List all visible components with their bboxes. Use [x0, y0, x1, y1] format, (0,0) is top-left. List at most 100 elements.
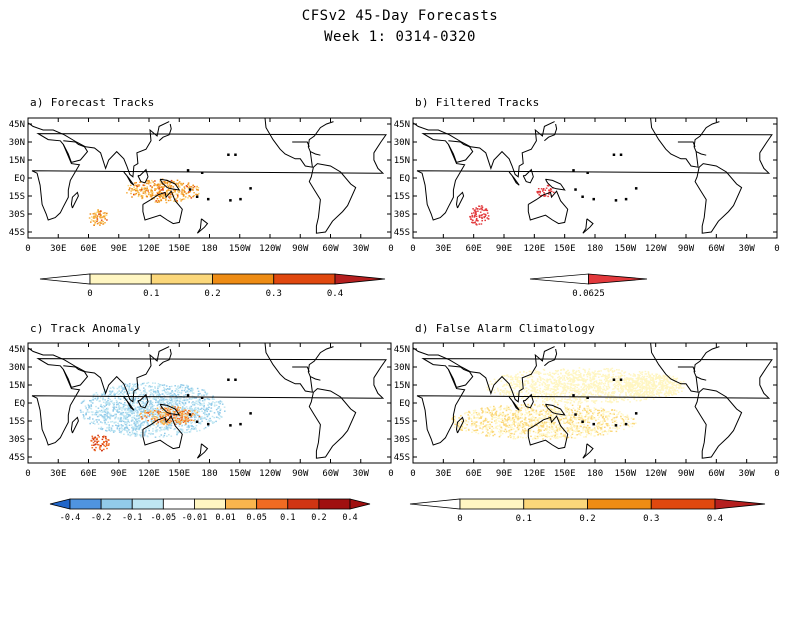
data-cell [458, 426, 460, 428]
data-cell [196, 185, 198, 188]
data-cell [546, 184, 549, 187]
data-cell [470, 418, 472, 420]
data-cell [503, 392, 506, 394]
data-cell [539, 417, 541, 419]
data-cell [478, 417, 480, 420]
data-cell [105, 403, 108, 405]
data-cell [562, 375, 564, 377]
data-cell [560, 385, 562, 388]
data-cell [583, 388, 585, 391]
data-cell [528, 412, 531, 414]
data-cell [96, 216, 98, 218]
data-cell [623, 372, 625, 374]
island [227, 153, 230, 156]
data-cell [173, 200, 175, 202]
data-cell [454, 417, 456, 419]
data-cell [543, 421, 546, 423]
data-cell [180, 417, 182, 419]
data-cell [139, 413, 141, 416]
map-panel-1: 0 30E 60E 90E 120E 150E 180 150W 120W 90W 60W 30W 04… [394, 117, 780, 254]
data-cell [103, 435, 105, 437]
data-cell [538, 404, 541, 406]
data-cell [599, 420, 602, 423]
data-cell [180, 429, 182, 431]
data-cell [187, 417, 189, 420]
data-cell [583, 421, 586, 423]
data-cell [475, 424, 477, 426]
data-cell [565, 418, 567, 420]
island [200, 396, 204, 399]
data-cell [597, 414, 600, 416]
data-cell [211, 396, 214, 399]
data-cell [474, 212, 477, 214]
data-cell [162, 421, 165, 423]
data-cell [552, 409, 554, 411]
data-cell [510, 381, 512, 384]
data-cell [156, 429, 159, 431]
data-cell [567, 380, 570, 383]
data-cell [556, 430, 559, 433]
data-cell [136, 409, 138, 412]
data-cell [472, 409, 475, 412]
data-cell [207, 419, 210, 421]
data-cell [666, 388, 668, 390]
data-cell [141, 413, 143, 416]
data-cell [489, 433, 491, 435]
data-cell [128, 424, 131, 426]
data-cell [183, 413, 185, 415]
region-south-tropical-band [451, 403, 637, 440]
x-tick-label: 120W [259, 469, 281, 479]
data-cell [169, 197, 171, 199]
data-cell [103, 448, 105, 451]
data-cell [616, 416, 618, 418]
data-cell [612, 384, 615, 386]
colorbar-cell [588, 273, 648, 285]
data-cell [556, 388, 559, 390]
data-cell [594, 370, 596, 372]
data-cell [171, 390, 173, 392]
data-cell [575, 399, 577, 401]
data-cell [505, 426, 508, 428]
data-cell [111, 400, 113, 402]
data-cell [592, 428, 594, 430]
data-cell [481, 209, 483, 211]
data-cell [200, 394, 203, 396]
data-cell [526, 394, 528, 397]
data-cell [564, 408, 566, 410]
data-cell [202, 412, 205, 414]
data-cell [160, 399, 163, 401]
data-cell [169, 396, 172, 399]
colorbar-cell [100, 498, 133, 510]
data-cell [563, 422, 565, 424]
data-cell [520, 422, 522, 425]
data-cell [217, 411, 219, 413]
data-cell [504, 407, 506, 410]
data-cell [592, 393, 595, 396]
data-cell [165, 417, 167, 420]
data-cell [509, 412, 512, 414]
data-cell [584, 429, 586, 431]
data-cell [600, 391, 603, 393]
data-cell [168, 427, 170, 429]
panel-b-title: b) Filtered Tracks [415, 96, 540, 109]
data-cell [489, 427, 491, 429]
data-cell [159, 426, 161, 429]
data-cell [560, 436, 562, 438]
data-cell [104, 411, 107, 413]
data-cell [486, 411, 489, 414]
data-cell [575, 371, 577, 373]
data-cell [188, 426, 190, 428]
data-cell [139, 426, 142, 428]
data-cell [581, 418, 584, 420]
data-cell [126, 192, 128, 194]
colorbar-label: -0.4 [60, 513, 80, 523]
data-cell [538, 435, 540, 437]
data-cell [535, 410, 538, 413]
data-cell [545, 412, 547, 414]
data-cell [641, 379, 643, 381]
data-cell [511, 397, 513, 399]
y-tick-label: 30S [9, 210, 25, 220]
data-cell [197, 407, 199, 409]
data-cell [544, 189, 547, 191]
data-cell [530, 419, 533, 421]
